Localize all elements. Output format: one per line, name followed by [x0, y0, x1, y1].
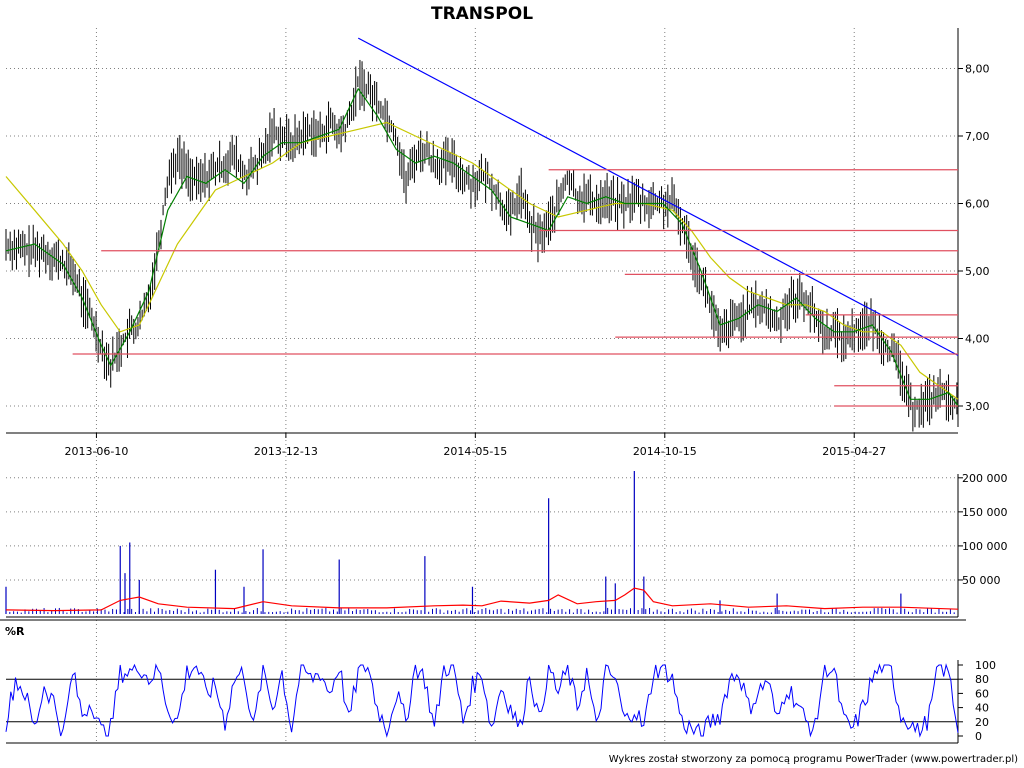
y-tick-label: 4,00: [965, 333, 990, 346]
volume-bars: [5, 471, 955, 614]
y-tick-label: 80: [975, 673, 989, 686]
y-tick-label: 5,00: [965, 265, 990, 278]
chart-title: TRANSPOL: [431, 4, 533, 24]
y-tick-label: 150 000: [962, 506, 1008, 519]
x-tick-label: 2013-12-13: [254, 445, 318, 458]
y-tick-label: 20: [975, 716, 989, 729]
moving-average-long: [5, 121, 959, 400]
y-tick-label: 0: [975, 730, 982, 743]
y-tick-label: 100 000: [962, 540, 1008, 553]
moving-average-short: [5, 87, 959, 407]
y-tick-label: 100: [975, 659, 996, 672]
price-panel: 2013-06-10 2013-12-13 2014-05-15 2014-10-15…: [5, 28, 990, 743]
y-tick-label: 7,00: [965, 130, 990, 143]
footer-credit: Wykres został stworzony za pomocą progra…: [609, 754, 1018, 765]
price-bars: [5, 59, 958, 432]
indicator-label: %R: [5, 625, 25, 638]
x-tick-label: 2014-10-15: [633, 445, 697, 458]
y-tick-label: 200 000: [962, 472, 1008, 485]
trend-line: [357, 37, 959, 356]
volume-moving-average: [5, 587, 959, 612]
y-tick-label: 60: [975, 687, 989, 700]
volume-panel: 50 000 100 000 150 000 200 000: [5, 471, 1008, 618]
x-tick-label: 2013-06-10: [64, 445, 128, 458]
y-tick-label: 6,00: [965, 198, 990, 211]
y-tick-label: 50 000: [962, 574, 1001, 587]
x-tick-label: 2015-04-27: [822, 445, 886, 458]
y-tick-label: 40: [975, 702, 989, 715]
y-tick-label: 8,00: [965, 63, 990, 76]
williams-r-line: [5, 663, 959, 738]
y-tick-label: 3,00: [965, 400, 990, 413]
x-tick-label: 2014-05-15: [443, 445, 507, 458]
